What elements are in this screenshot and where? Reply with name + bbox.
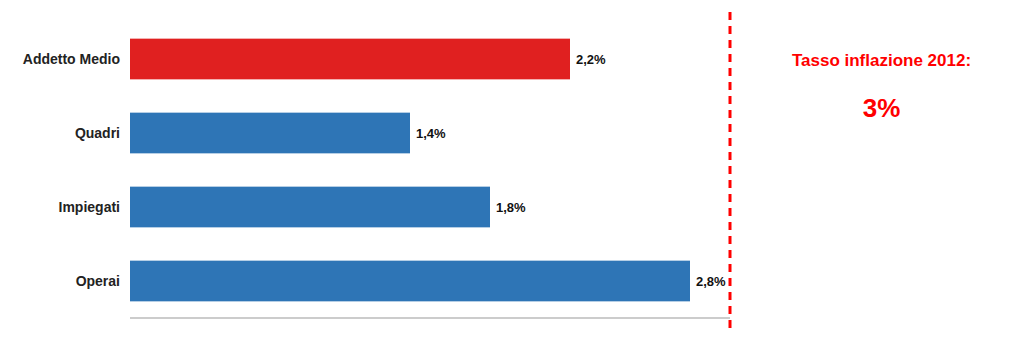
value-label: 2,2%	[576, 52, 606, 67]
labels: Operai 2,8% Impiegati 1,8% Quadri 1,4% Addetto…	[23, 51, 726, 289]
bar	[130, 187, 490, 228]
value-label: 1,4%	[416, 126, 446, 141]
value-label: 2,8%	[696, 274, 726, 289]
category-label: Addetto Medio	[23, 51, 120, 67]
annotation: 3%	[863, 93, 901, 123]
category-label: Operai	[76, 273, 120, 289]
annotation: Tasso inflazione 2012:	[792, 51, 971, 70]
x-axis-line	[130, 318, 730, 319]
bar	[130, 113, 410, 154]
value-label: 1,8%	[496, 200, 526, 215]
chart: Operai 2,8% Impiegati 1,8% Quadri 1,4% Addetto…	[0, 0, 1023, 339]
category-label: Impiegati	[59, 199, 120, 215]
bar	[130, 39, 570, 80]
bar	[130, 261, 690, 302]
category-label: Quadri	[75, 125, 120, 141]
reference-line	[729, 12, 732, 328]
bars	[130, 39, 690, 302]
